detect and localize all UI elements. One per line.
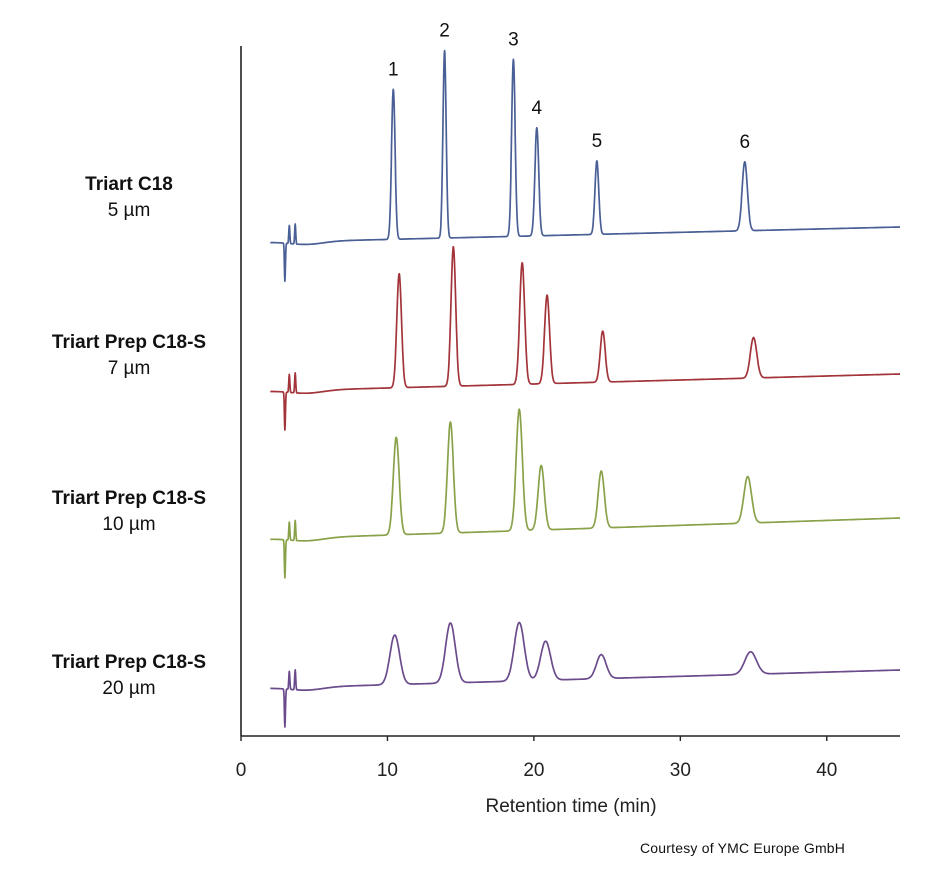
x-tick-label-10: 10 xyxy=(377,760,398,781)
trace-4-line xyxy=(269,621,901,728)
trace-3-particle-size: 10 µm xyxy=(102,514,156,535)
trace-2-line xyxy=(269,245,901,431)
chromatogram-traces xyxy=(269,49,901,728)
trace-3-line xyxy=(269,408,901,579)
trace-label-2: Triart Prep C18-S 7 µm xyxy=(19,330,239,382)
trace-3-column-name: Triart Prep C18-S xyxy=(51,488,207,509)
peak-number-labels: 1 2 3 4 5 6 xyxy=(388,21,750,153)
x-tick-label-0: 0 xyxy=(236,760,247,781)
x-tick-label-30: 30 xyxy=(670,760,691,781)
peak-label-5: 5 xyxy=(592,131,603,152)
trace-label-4: Triart Prep C18-S 20 µm xyxy=(19,650,239,702)
trace-4-particle-size: 20 µm xyxy=(102,678,156,699)
trace-label-3: Triart Prep C18-S 10 µm xyxy=(19,486,239,538)
credit-text: Courtesy of YMC Europe GmbH xyxy=(640,840,846,856)
trace-2-particle-size: 7 µm xyxy=(107,358,151,379)
trace-label-1: Triart C18 5 µm xyxy=(19,172,239,224)
peak-label-2: 2 xyxy=(439,21,450,42)
peak-label-3: 3 xyxy=(508,29,519,50)
trace-2-column-name: Triart Prep C18-S xyxy=(51,332,207,353)
x-axis-title: Retention time (min) xyxy=(485,796,656,817)
x-tick-label-20: 20 xyxy=(523,760,544,781)
x-tick-label-40: 40 xyxy=(816,760,837,781)
trace-4-column-name: Triart Prep C18-S xyxy=(51,652,207,673)
x-axis-ticks: 0 10 20 30 40 xyxy=(236,736,837,781)
peak-label-1: 1 xyxy=(388,59,399,80)
trace-1-line xyxy=(269,49,901,283)
peak-label-4: 4 xyxy=(532,98,543,119)
trace-1-column-name: Triart C18 xyxy=(85,174,173,195)
trace-1-particle-size: 5 µm xyxy=(107,200,151,221)
peak-label-6: 6 xyxy=(740,132,751,153)
